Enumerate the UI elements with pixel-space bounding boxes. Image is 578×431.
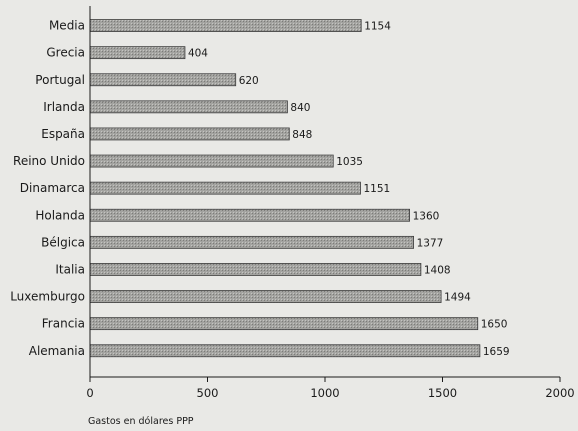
category-label-holanda: Holanda [35, 208, 85, 222]
value-label-francia: 1650 [481, 319, 508, 331]
value-label-belgica: 1377 [417, 237, 444, 249]
category-label-reino-unido: Reino Unido [13, 154, 85, 168]
x-axis-title: Gastos en dólares PPP [88, 416, 194, 427]
x-tick-label: 1500 [428, 386, 457, 400]
x-tick-label: 1000 [310, 386, 339, 400]
plot-area: Media 1154 Grecia 404 Portugal 620 Irlanda 840 E… [10, 19, 509, 358]
value-label-media: 1154 [364, 21, 391, 33]
value-label-alemania: 1659 [483, 346, 510, 358]
value-label-dinamarca: 1151 [363, 183, 390, 195]
category-label-irlanda: Irlanda [43, 100, 85, 114]
x-tick-label: 2000 [545, 386, 574, 400]
bar-reino-unido [89, 154, 334, 168]
bar-francia [89, 317, 479, 331]
bar-grecia [89, 46, 186, 60]
category-label-alemania: Alemania [29, 344, 85, 358]
category-label-francia: Francia [42, 317, 85, 331]
value-label-irlanda: 840 [290, 102, 310, 114]
bar-luxemburgo [89, 290, 442, 303]
bar-espana [89, 127, 290, 141]
value-label-luxemburgo: 1494 [444, 292, 471, 304]
x-tick-label: 500 [197, 386, 219, 400]
category-label-italia: Italia [55, 262, 85, 276]
category-label-portugal: Portugal [35, 73, 85, 87]
value-label-holanda: 1360 [413, 210, 440, 222]
bar-belgica [89, 235, 414, 249]
x-axis-ticks: 0 500 1000 1500 2000 [86, 377, 575, 400]
bar-alemania [89, 344, 481, 358]
bar-media [89, 19, 362, 32]
bar-holanda [89, 208, 411, 222]
x-tick-label: 0 [86, 386, 93, 400]
value-label-grecia: 404 [188, 48, 208, 60]
category-label-grecia: Grecia [46, 46, 85, 60]
bar-italia [89, 263, 422, 276]
category-label-luxemburgo: Luxemburgo [10, 290, 85, 304]
value-label-espana: 848 [292, 129, 312, 141]
category-label-espana: España [41, 127, 85, 141]
category-label-media: Media [49, 19, 85, 33]
bar-irlanda [89, 100, 288, 114]
value-label-reino-unido: 1035 [336, 156, 363, 168]
bar-dinamarca [89, 181, 361, 195]
category-label-dinamarca: Dinamarca [20, 181, 85, 195]
bar-portugal [89, 73, 237, 87]
value-label-italia: 1408 [424, 264, 451, 276]
value-label-portugal: 620 [239, 75, 259, 87]
category-label-belgica: Bélgica [41, 235, 85, 249]
